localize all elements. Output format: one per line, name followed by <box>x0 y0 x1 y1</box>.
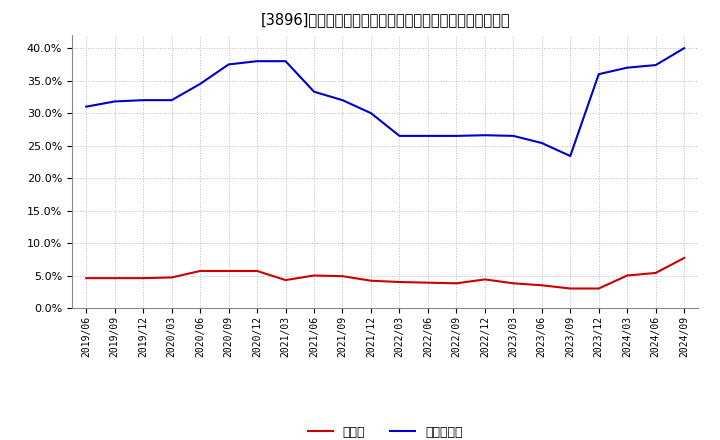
現預金 <box>225 268 233 274</box>
Legend: 現預金, 有利子負債: 現預金, 有利子負債 <box>302 421 468 440</box>
現預金 <box>652 270 660 275</box>
現預金 <box>623 273 631 278</box>
現預金 <box>452 281 461 286</box>
有利子負債 <box>509 133 518 139</box>
現預金 <box>338 274 347 279</box>
Title: [3896]　現預金、有利子負債の総資産に対すも比率の推移: [3896] 現預金、有利子負債の総資産に対すも比率の推移 <box>261 12 510 27</box>
有利子負債 <box>110 99 119 104</box>
現預金 <box>366 278 375 283</box>
有利子負債 <box>196 81 204 87</box>
現預金 <box>282 278 290 283</box>
現預金 <box>310 273 318 278</box>
Line: 現預金: 現預金 <box>86 258 684 289</box>
有利子負債 <box>652 62 660 68</box>
有利子負債 <box>253 59 261 64</box>
現預金 <box>537 282 546 288</box>
有利子負債 <box>423 133 432 139</box>
現預金 <box>509 281 518 286</box>
現預金 <box>167 275 176 280</box>
有利子負債 <box>595 72 603 77</box>
現預金 <box>139 275 148 281</box>
有利子負債 <box>167 98 176 103</box>
有利子負債 <box>366 110 375 116</box>
有利子負債 <box>480 132 489 138</box>
有利子負債 <box>225 62 233 67</box>
有利子負債 <box>395 133 404 139</box>
有利子負債 <box>537 140 546 146</box>
Line: 有利子負債: 有利子負債 <box>86 48 684 156</box>
現預金 <box>196 268 204 274</box>
現預金 <box>680 255 688 260</box>
現預金 <box>595 286 603 291</box>
有利子負債 <box>338 98 347 103</box>
現預金 <box>566 286 575 291</box>
現預金 <box>82 275 91 281</box>
有利子負債 <box>452 133 461 139</box>
有利子負債 <box>82 104 91 109</box>
有利子負債 <box>623 65 631 70</box>
有利子負債 <box>310 89 318 94</box>
現預金 <box>423 280 432 285</box>
有利子負債 <box>680 46 688 51</box>
有利子負債 <box>566 154 575 159</box>
現預金 <box>395 279 404 285</box>
有利子負債 <box>282 59 290 64</box>
現預金 <box>110 275 119 281</box>
現預金 <box>253 268 261 274</box>
現預金 <box>480 277 489 282</box>
有利子負債 <box>139 98 148 103</box>
